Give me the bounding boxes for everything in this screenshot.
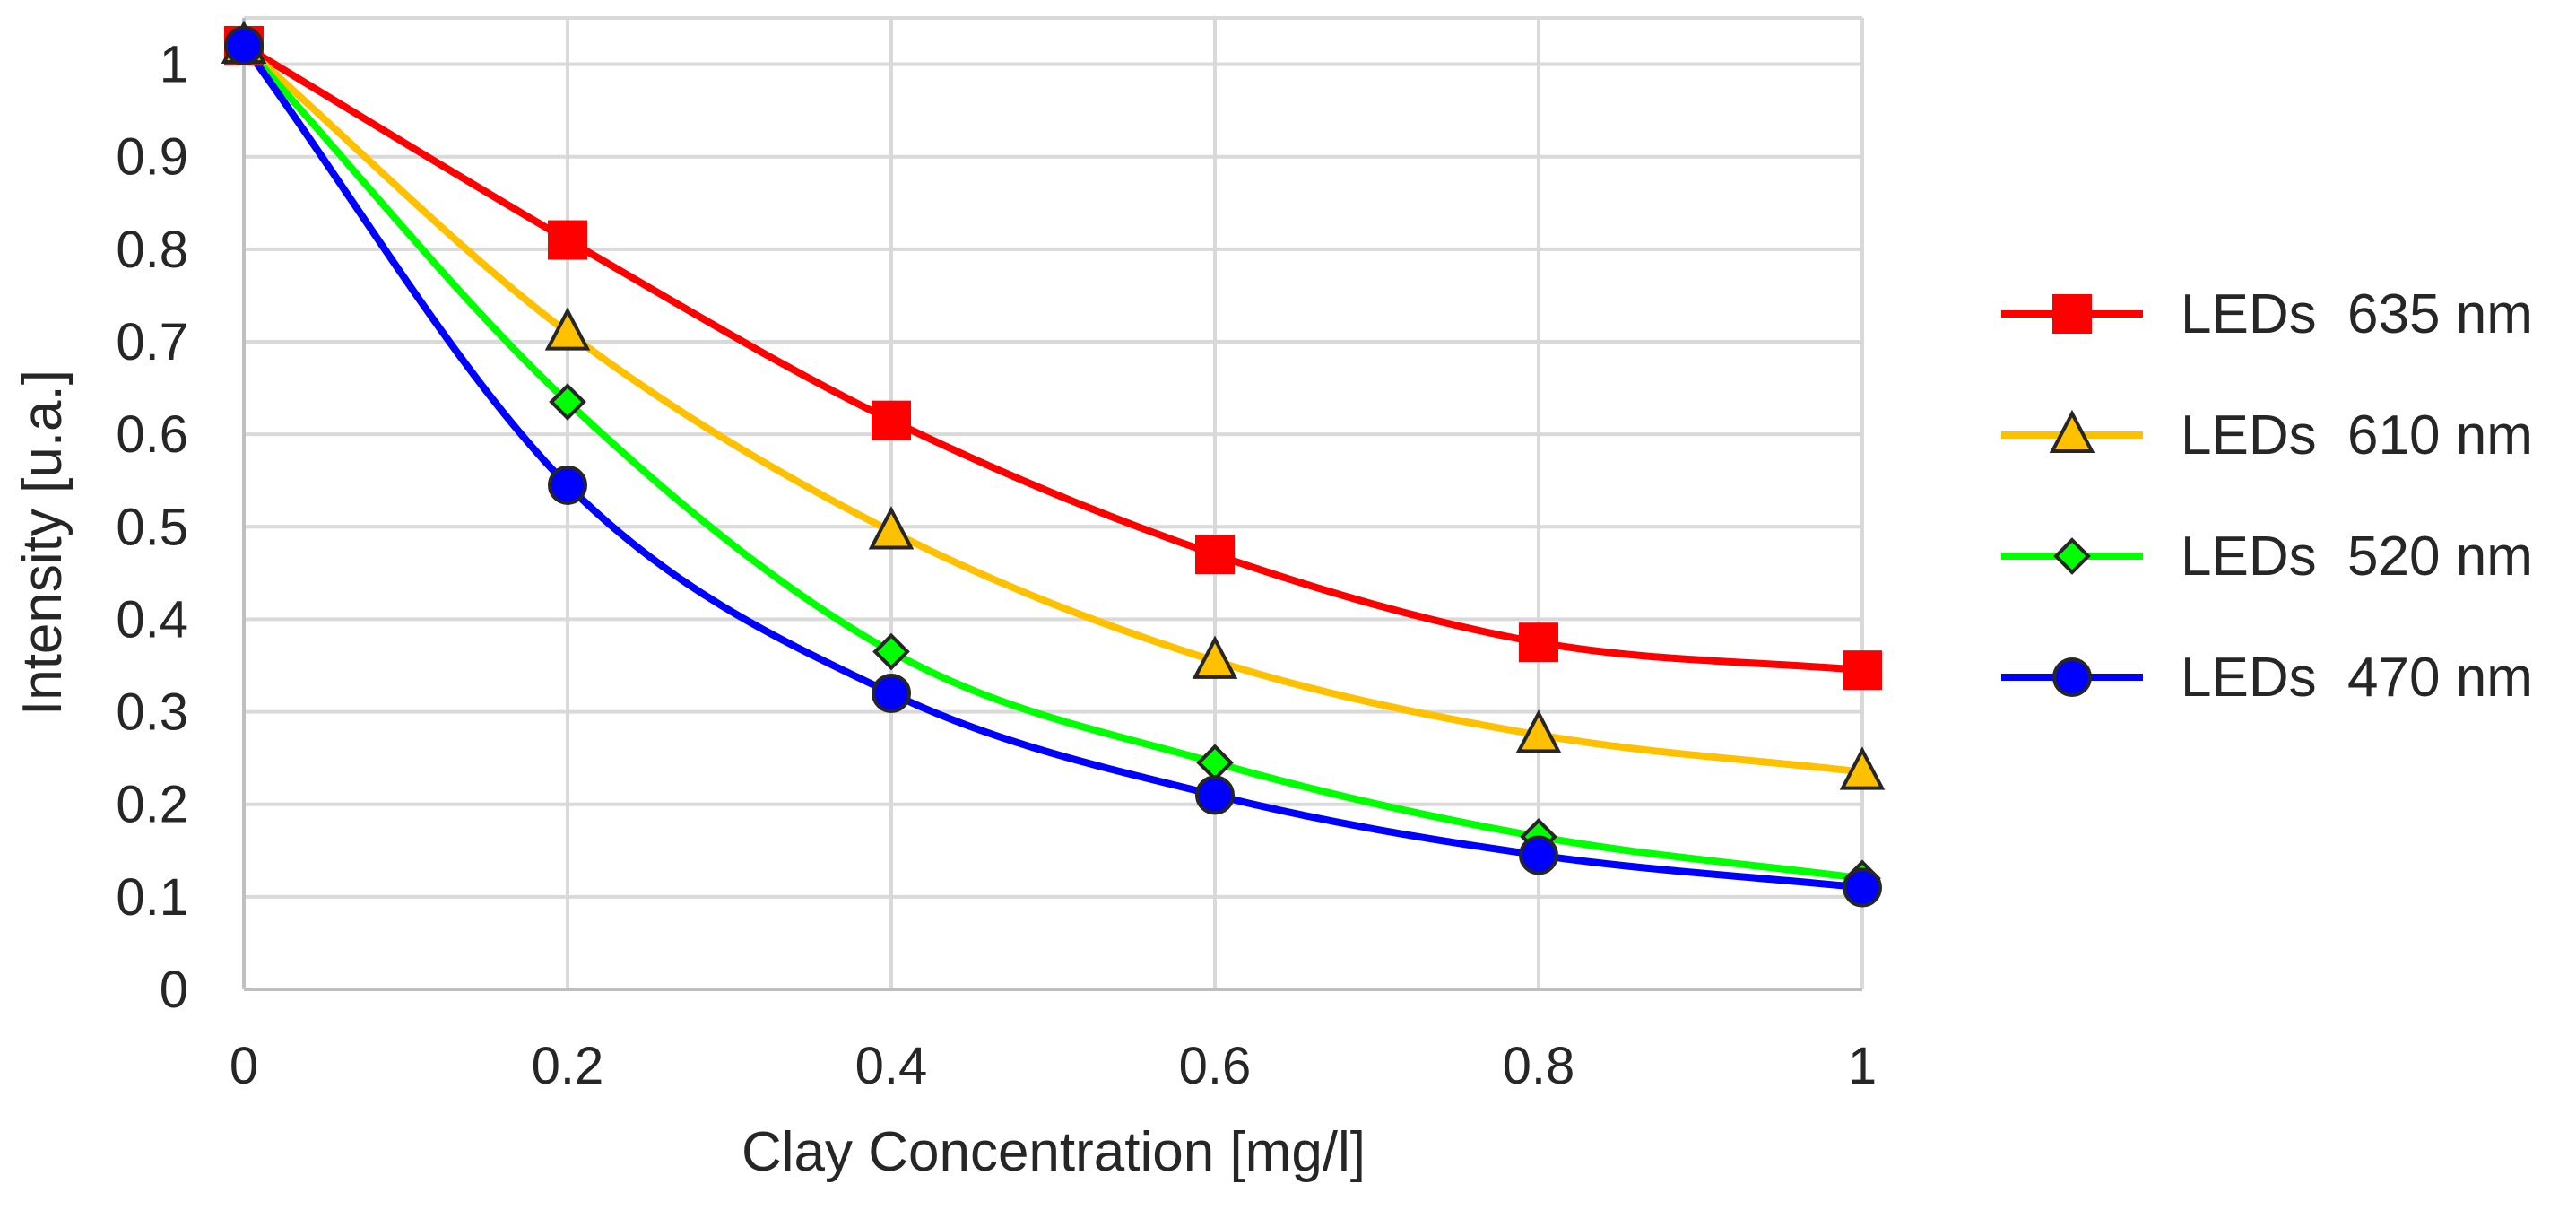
grid-layer	[244, 16, 1864, 989]
x-tick-label: 0.8	[1503, 1037, 1575, 1095]
data-point-triangle	[1515, 709, 1562, 753]
legend-label: LEDs 520 nm	[2181, 526, 2533, 588]
y-tick-label: 0.2	[116, 776, 188, 834]
data-point-square	[1195, 535, 1235, 575]
y-tick-label: 0.4	[116, 590, 188, 649]
legend-entry: LEDs 520 nm	[2001, 526, 2533, 588]
x-axis-title: Clay Concentration [mg/l]	[742, 1121, 1366, 1183]
data-point-square	[872, 400, 911, 440]
y-tick-label: 0.5	[116, 498, 188, 556]
data-point-diamond	[1196, 744, 1234, 782]
x-tick-label: 1	[1848, 1037, 1877, 1095]
x-tick-label: 0.4	[855, 1037, 928, 1095]
y-tick-label: 0.1	[116, 868, 188, 927]
series-line-triangle	[241, 42, 1863, 776]
x-tick-label: 0.6	[1179, 1037, 1252, 1095]
y-tick-label: 0	[160, 961, 188, 1019]
data-point-circle	[872, 673, 911, 713]
legend-entry: LEDs 610 nm	[2001, 405, 2533, 466]
data-point-diamond	[549, 383, 586, 421]
series-line-circle	[240, 43, 1863, 892]
legend-marker-circle	[2052, 657, 2092, 697]
series-line-diamond	[241, 43, 1863, 883]
legend-entry: LEDs 470 nm	[2001, 647, 2533, 709]
legend-marker-diamond	[2053, 537, 2091, 575]
series-layer	[240, 42, 1863, 892]
data-point-diamond	[872, 632, 910, 671]
data-point-triangle	[544, 307, 591, 351]
x-tick-label: 0	[230, 1037, 258, 1095]
y-tick-label: 0.6	[116, 405, 188, 464]
data-point-circle	[1519, 835, 1558, 875]
data-point-circle	[1195, 775, 1235, 815]
y-tick-label: 0.8	[116, 221, 188, 279]
tick-label-layer: 0 0.1 0.2 0.3 0.4 0.5 0.6 0.7 0.8 0.9 1 0 0.2 0.4 0.6 0…	[116, 36, 1877, 1095]
data-point-triangle	[868, 506, 915, 550]
y-axis-title: Intensity [u.a.]	[12, 370, 74, 716]
legend: LEDs 635 nm LEDs 610 nm LEDs 520 nm LEDs 47…	[2001, 283, 2533, 709]
y-tick-label: 0.3	[116, 683, 188, 742]
data-point-circle	[548, 465, 587, 505]
legend-label: LEDs 470 nm	[2181, 647, 2533, 709]
data-point-square	[1519, 622, 1558, 663]
data-point-circle	[1843, 867, 1882, 908]
y-tick-label: 0.9	[116, 128, 188, 187]
data-point-triangle	[1192, 635, 1238, 679]
legend-marker-triangle	[2049, 409, 2095, 453]
legend-label: LEDs 610 nm	[2181, 405, 2533, 466]
series-line-square	[241, 42, 1863, 675]
data-point-triangle	[1839, 746, 1886, 790]
axis-layer	[242, 18, 1862, 991]
legend-entry: LEDs 635 nm	[2001, 283, 2533, 345]
marker-layer	[221, 20, 1886, 908]
data-point-circle	[224, 25, 264, 65]
legend-label: LEDs 635 nm	[2181, 283, 2533, 345]
y-tick-label: 1	[160, 36, 188, 94]
legend-marker-square	[2052, 294, 2092, 334]
x-tick-label: 0.2	[532, 1037, 604, 1095]
y-tick-label: 0.7	[116, 313, 188, 371]
data-point-square	[1843, 650, 1882, 691]
data-point-square	[548, 220, 587, 260]
